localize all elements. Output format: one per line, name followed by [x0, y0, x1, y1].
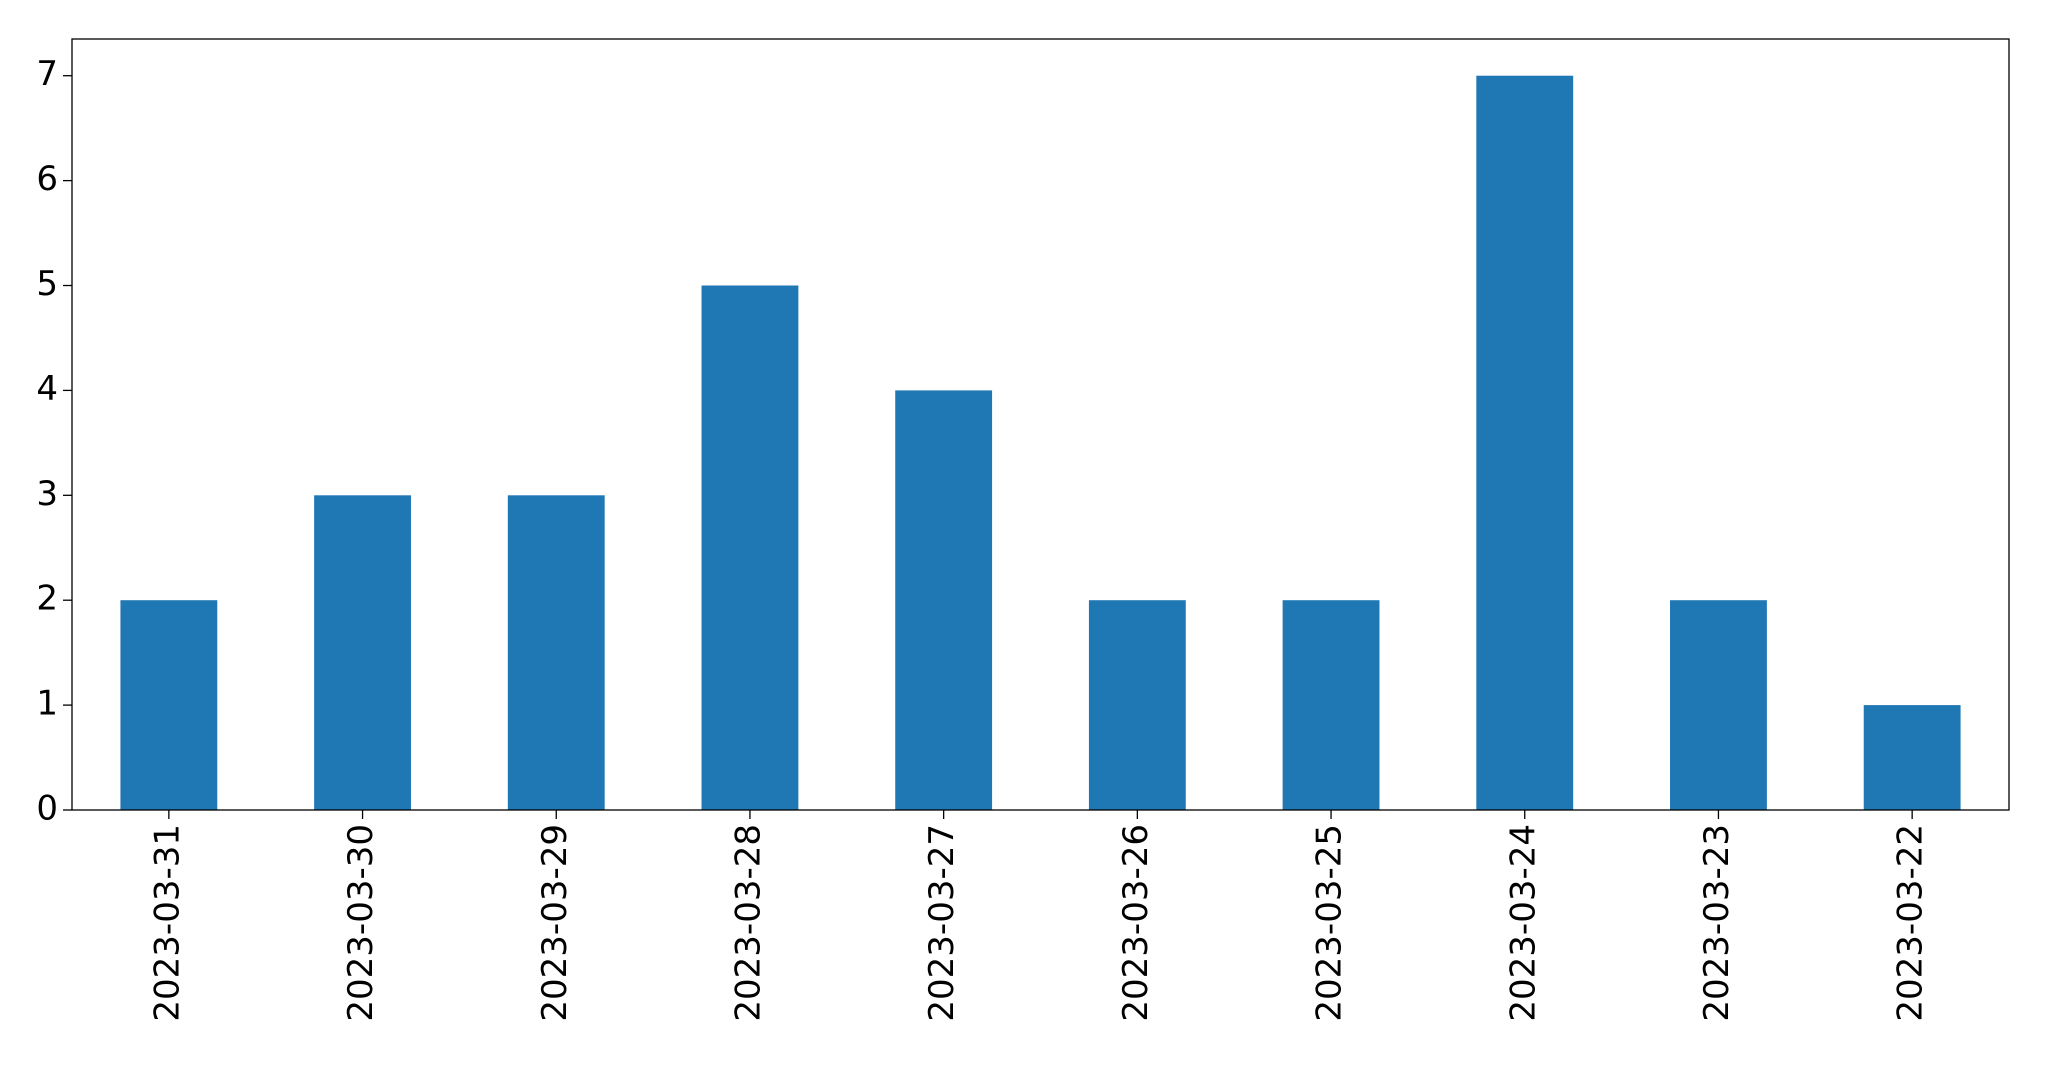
- bar: [701, 285, 799, 810]
- x-tick-label: 2023-03-26: [1116, 824, 1156, 1022]
- y-tick-label: 1: [36, 684, 58, 724]
- bar: [120, 600, 218, 810]
- y-tick-label: 2: [36, 579, 58, 619]
- x-tick-label: 2023-03-30: [341, 824, 381, 1022]
- bar: [895, 390, 993, 810]
- x-tick-label: 2023-03-29: [535, 824, 575, 1022]
- bar: [1282, 600, 1380, 810]
- y-tick-label: 3: [36, 474, 58, 514]
- y-tick-label: 0: [36, 789, 58, 829]
- x-tick-label: 2023-03-25: [1310, 824, 1350, 1022]
- x-tick-label: 2023-03-22: [1891, 824, 1931, 1022]
- plot-frame: [71, 38, 2010, 811]
- y-tick-label: 7: [36, 54, 58, 94]
- x-tick-label: 2023-03-27: [922, 824, 962, 1022]
- y-tick-label: 5: [36, 264, 58, 304]
- y-tick-label: 4: [36, 369, 58, 409]
- bar: [507, 495, 605, 810]
- x-tick-label: 2023-03-31: [147, 824, 187, 1022]
- y-tick-label: 6: [36, 159, 58, 199]
- x-tick-label: 2023-03-28: [728, 824, 768, 1022]
- bar: [1863, 705, 1961, 810]
- bar: [1476, 75, 1574, 810]
- bar: [1670, 600, 1767, 810]
- x-tick-label: 2023-03-23: [1697, 824, 1737, 1022]
- bar: [314, 495, 411, 810]
- x-tick-label: 2023-03-24: [1503, 824, 1543, 1022]
- bar: [1088, 600, 1186, 810]
